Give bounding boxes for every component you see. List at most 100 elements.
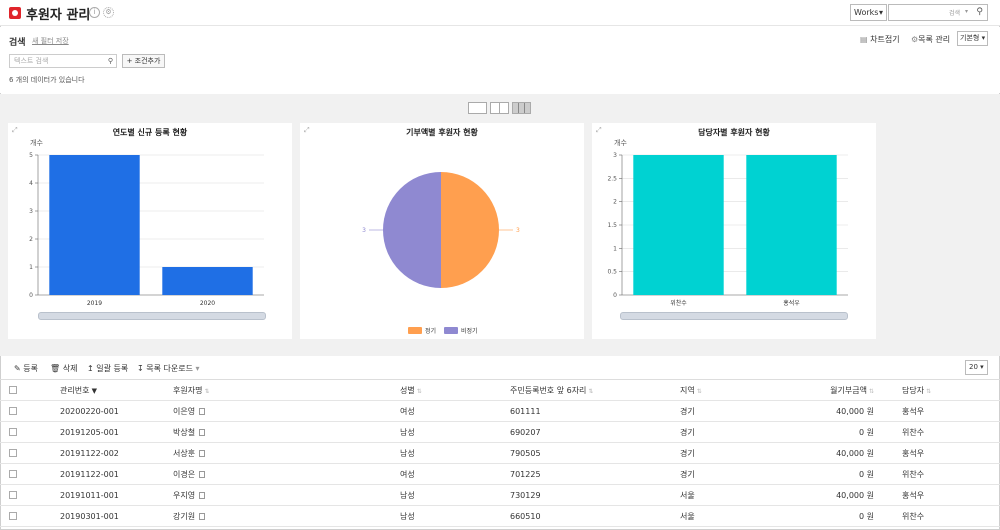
chevron-down-icon: ▾ [980,363,984,371]
column-header[interactable]: 지역 ⇅ [680,379,820,401]
chart-scrollbar[interactable] [620,312,848,320]
table-cell[interactable]: 우지영 [173,484,400,506]
legend-label: 비정기 [461,327,478,335]
cell-value: 0 원 [859,427,874,437]
row-checkbox[interactable] [9,449,17,457]
expand-icon[interactable]: ⤢ [596,126,602,134]
cell-value: 이은영 [173,406,196,416]
cell-value: 남성 [400,448,415,458]
table-cell[interactable]: 20191205-001 [60,421,173,443]
column-header[interactable]: 관리번호 ▼ [60,379,173,401]
table-cell[interactable]: 20191122-002 [60,442,173,464]
table-row[interactable]: 20191122-002 서상훈 남성 790505 경기 40,000 원 홍석우 [0,442,1000,464]
add-condition-button[interactable]: + 조건추가 [122,54,165,68]
row-checkbox-cell[interactable] [0,505,60,527]
search-icon[interactable]: ⚲ [107,57,113,65]
bulk-register-button[interactable]: ↥ 일괄 등록 [87,363,128,374]
table-cell[interactable]: 박상철 [173,421,400,443]
table-cell: 위찬수 [880,463,1000,485]
memo-icon[interactable] [199,470,206,478]
table-row[interactable]: 20191122-001 이경은 여성 701225 경기 0 원 위찬수 [0,463,1000,485]
memo-icon[interactable] [199,491,206,499]
cell-value: 20200220-001 [60,406,119,416]
expand-icon[interactable]: ⤢ [304,126,310,134]
view-type-select[interactable]: 기본형 ▾ [957,31,988,46]
layout-three-column-button[interactable] [512,102,531,114]
checkbox[interactable] [9,386,17,394]
row-checkbox-cell[interactable] [0,400,60,422]
row-checkbox[interactable] [9,512,17,520]
y-tick-label: 1 [29,264,33,271]
cell-value: 강기원 [173,511,196,521]
row-checkbox-cell[interactable] [0,463,60,485]
cell-value: 0 원 [859,511,874,521]
table-row[interactable]: 20190301-001 강기원 남성 660510 서울 0 원 위찬수 [0,505,1000,527]
table-cell[interactable]: 강기원 [173,505,400,527]
delete-button[interactable]: 🗑 삭제 [50,363,77,374]
expand-icon[interactable]: ⤢ [12,126,18,134]
table-cell: 660510 [510,505,680,527]
page-header: 후원자 관리 i ⚙ Works ▾ 검색 ▾ ⚲ [0,0,1000,26]
memo-icon[interactable] [199,449,206,457]
table-row[interactable]: 20200220-001 이은영 여성 601111 경기 40,000 원 홍석우 [0,400,1000,422]
cell-value: 40,000 원 [836,448,874,458]
row-checkbox[interactable] [9,491,17,499]
table-cell[interactable]: 서상훈 [173,442,400,464]
layout-one-column-button[interactable] [468,102,487,114]
page-size-select[interactable]: 20 ▾ [965,360,988,375]
cell-value: 경기 [680,448,695,458]
table-cell[interactable]: 이은영 [173,400,400,422]
sort-icon: ⇅ [416,387,422,395]
table-cell[interactable]: 이경은 [173,463,400,485]
table-cell[interactable]: 20190301-001 [60,505,173,527]
table-cell[interactable]: 20200220-001 [60,400,173,422]
row-checkbox-cell[interactable] [0,484,60,506]
column-header[interactable]: 담당자 ⇅ [880,379,1000,401]
list-download-button[interactable]: ↧ 목록 다운로드 ▾ [137,363,200,374]
table-cell: 40,000 원 [820,442,880,464]
memo-icon[interactable] [199,512,206,520]
chart-title: 담당자별 후원자 현황 [698,128,770,137]
scope-value: Works [854,8,879,17]
chart-scrollbar[interactable] [38,312,266,320]
table-cell: 601111 [510,400,680,422]
select-all-checkbox[interactable] [0,379,60,401]
list-toolbar: ✎ 등록 🗑 삭제 ↥ 일괄 등록 ↧ 목록 다운로드 ▾ 20 ▾ [0,357,1000,379]
table-row[interactable]: 20191011-001 우지영 남성 730129 서울 40,000 원 홍석우 [0,484,1000,506]
chart-title: 기부액별 후원자 현황 [406,128,478,137]
list-manage-button[interactable]: ⚙목록 관리 [911,34,950,45]
text-search-input[interactable]: 텍스트 검색 ⚲ [9,54,117,68]
legend-swatch [408,327,422,334]
column-header[interactable]: 성별 ⇅ [400,379,510,401]
table-cell[interactable]: 20191011-001 [60,484,173,506]
column-header[interactable]: 월기부금액 ⇅ [820,379,880,401]
memo-icon[interactable] [199,428,206,436]
cell-value: 790505 [510,448,541,458]
row-checkbox[interactable] [9,470,17,478]
row-checkbox[interactable] [9,428,17,436]
table-cell[interactable]: 20191122-001 [60,463,173,485]
table-row[interactable]: 20191205-001 박상철 남성 690207 경기 0 원 위찬수 [0,421,1000,443]
save-filter-link[interactable]: 새 필터 저장 [32,37,69,45]
column-label: 성별 [400,385,415,395]
search-icon[interactable]: ⚲ [976,7,983,17]
legend-swatch [444,327,458,334]
gear-icon[interactable]: ⚙ [103,7,114,18]
info-icon[interactable]: i [89,7,100,18]
pie-slice [441,172,499,288]
global-search-input[interactable]: 검색 ▾ ⚲ [888,4,988,21]
x-tick-label: 위찬수 [670,299,687,307]
register-button[interactable]: ✎ 등록 [14,363,38,374]
row-checkbox[interactable] [9,407,17,415]
scope-select[interactable]: Works ▾ [850,4,887,21]
memo-icon[interactable] [199,407,206,415]
row-checkbox-cell[interactable] [0,421,60,443]
cell-value: 홍석우 [902,490,925,500]
column-header[interactable]: 후원자명 ⇅ [173,379,400,401]
pie-chart-donation: 3 3 정기 비정기 [362,172,520,335]
chart-fold-button[interactable]: ▤ 차트접기 [860,34,900,45]
column-header[interactable]: 주민등록번호 앞 6자리 ⇅ [510,379,680,401]
layout-two-column-button[interactable] [490,102,509,114]
cell-value: 690207 [510,427,541,437]
row-checkbox-cell[interactable] [0,442,60,464]
